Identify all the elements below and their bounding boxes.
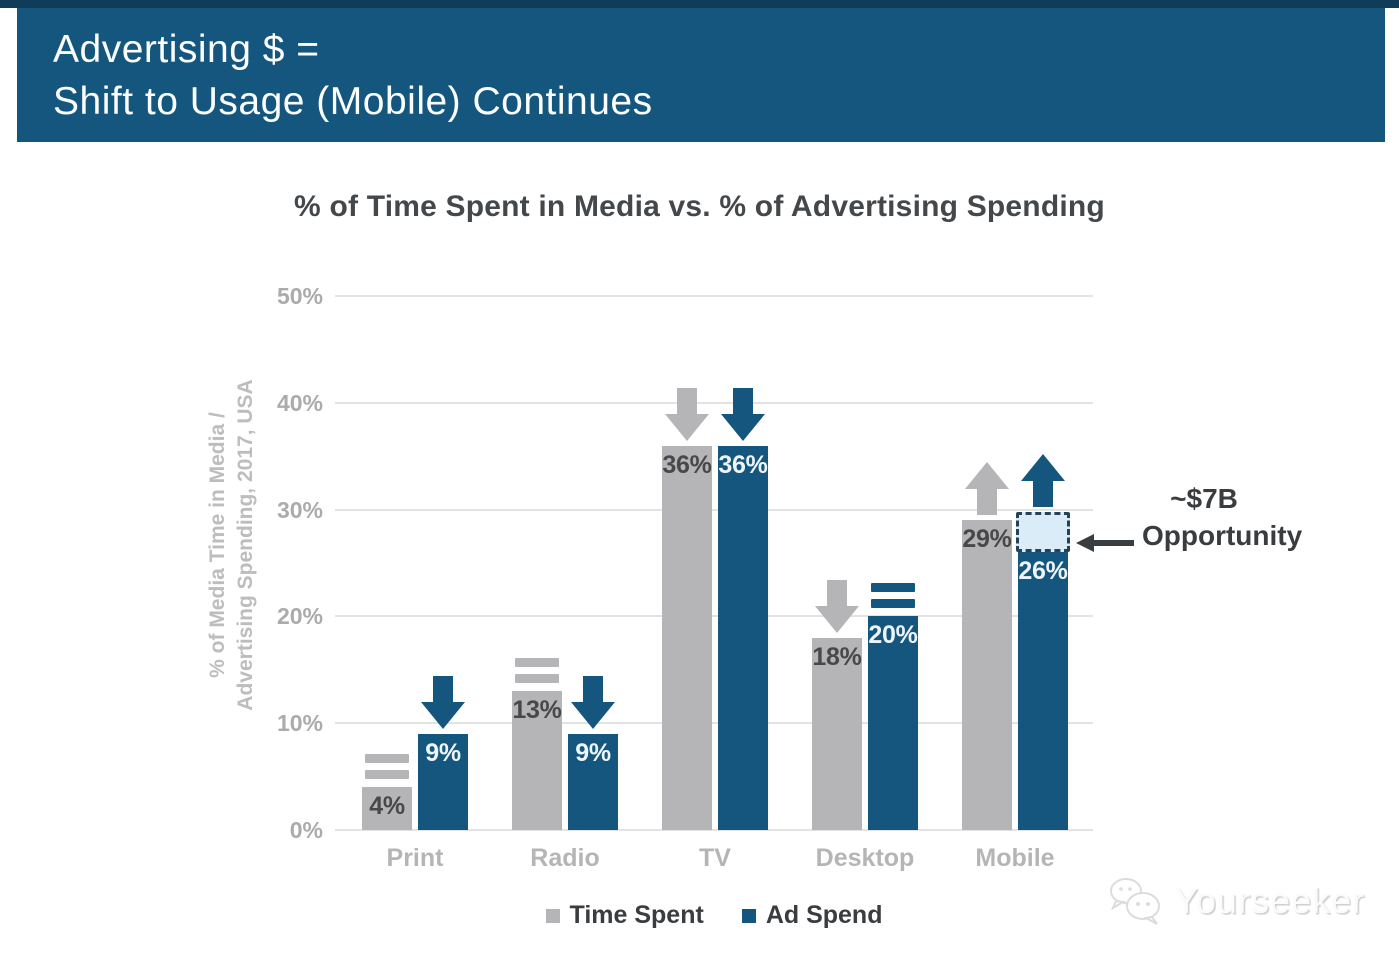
gridline-10%: [335, 722, 1093, 725]
bar-ad-spend-print: [418, 733, 468, 830]
bar-value-ad-spend-print: 9%: [425, 738, 461, 767]
trend-flat-icon-ad-spend-desktop: [871, 583, 915, 615]
gridline-20%: [335, 615, 1093, 618]
y-tick-label-40%: 40%: [276, 389, 323, 416]
flat-bar: [871, 583, 915, 593]
legend-item-time-spent: Time Spent: [545, 901, 704, 930]
legend-item-ad-spend: Ad Spend: [741, 901, 883, 930]
bar-value-time-spent-tv: 36%: [662, 450, 712, 479]
opportunity-value: ~$7B: [1170, 483, 1238, 514]
trend-down-icon-ad-spend-tv: [720, 387, 766, 447]
bar-value-time-spent-desktop: 18%: [812, 642, 862, 671]
bar-time-spent-desktop: [812, 637, 862, 830]
legend-swatch-ad-spend: [741, 908, 756, 923]
flat-bar: [515, 674, 559, 684]
flat-bar: [365, 770, 409, 780]
title-banner: Advertising $ = Shift to Usage (Mobile) …: [17, 8, 1385, 142]
gridline-0%: [335, 829, 1093, 831]
bar-ad-spend-desktop: [868, 616, 918, 830]
gridline-30%: [335, 508, 1093, 511]
y-axis-title-line-1: % of Media Time in Media /: [206, 412, 229, 678]
chart-title: % of Time Spent in Media vs. % of Advert…: [294, 190, 1105, 223]
bar-value-time-spent-radio: 13%: [512, 696, 562, 725]
x-category-label-radio: Radio: [530, 844, 600, 872]
y-tick-label-0%: 0%: [289, 817, 323, 843]
trend-up-icon-time-spent-mobile: [964, 462, 1010, 521]
bar-value-time-spent-mobile: 29%: [962, 525, 1012, 554]
watermark-text: Yourseeker: [1174, 880, 1365, 921]
trend-flat-icon-time-spent-print: [365, 754, 409, 786]
watermark: Yourseeker: [1106, 876, 1365, 926]
opportunity-label: Opportunity: [1142, 520, 1303, 551]
gridline-50%: [335, 295, 1093, 297]
bar-time-spent-tv: [662, 445, 712, 830]
trend-down-icon-ad-spend-radio: [570, 675, 616, 735]
flat-bar: [871, 599, 915, 609]
bar-value-time-spent-print: 4%: [369, 792, 405, 821]
y-tick-label-10%: 10%: [276, 710, 323, 737]
bar-ad-spend-radio: [568, 733, 618, 830]
trend-up-icon-ad-spend-mobile: [1020, 453, 1066, 513]
legend: Time Spent Ad Spend: [335, 901, 1093, 930]
y-tick-label-20%: 20%: [276, 603, 323, 630]
y-tick-label-50%: 50%: [276, 283, 323, 309]
opportunity-box: [1016, 511, 1070, 553]
y-axis-title-line-2: Advertising Spending, 2017, USA: [234, 379, 257, 711]
bar-value-ad-spend-mobile: 26%: [1018, 557, 1068, 586]
trend-flat-icon-time-spent-radio: [515, 658, 559, 690]
legend-label-time-spent: Time Spent: [569, 901, 704, 929]
bar-time-spent-print: [362, 787, 412, 830]
x-category-label-mobile: Mobile: [975, 844, 1055, 872]
legend-swatch-time-spent: [545, 908, 560, 923]
x-category-label-print: Print: [386, 844, 444, 872]
bar-ad-spend-mobile: [1018, 552, 1068, 830]
trend-down-icon-ad-spend-print: [420, 675, 466, 735]
wechat-icon: [1110, 878, 1161, 925]
x-category-label-tv: TV: [699, 844, 731, 872]
trend-down-icon-time-spent-tv: [664, 387, 710, 447]
flat-bar: [365, 754, 409, 764]
bar-time-spent-mobile: [962, 520, 1012, 830]
x-category-label-desktop: Desktop: [815, 844, 915, 872]
y-axis-title: % of Media Time in Media / Advertising S…: [204, 265, 262, 825]
bar-value-ad-spend-desktop: 20%: [868, 621, 918, 650]
bar-value-ad-spend-tv: 36%: [718, 450, 768, 479]
legend-label-ad-spend: Ad Spend: [765, 901, 883, 929]
top-strip: [0, 0, 1399, 8]
bar-value-ad-spend-radio: 9%: [575, 738, 611, 767]
flat-bar: [515, 658, 559, 668]
trend-down-icon-time-spent-desktop: [814, 579, 860, 639]
opportunity-arrow-icon: [1076, 534, 1134, 552]
banner-line-1: Advertising $ =: [53, 28, 320, 71]
banner-line-2: Shift to Usage (Mobile) Continues: [53, 80, 653, 123]
bar-ad-spend-tv: [718, 445, 768, 830]
y-tick-label-30%: 30%: [276, 496, 323, 523]
bar-time-spent-radio: [512, 691, 562, 830]
gridline-40%: [335, 401, 1093, 404]
